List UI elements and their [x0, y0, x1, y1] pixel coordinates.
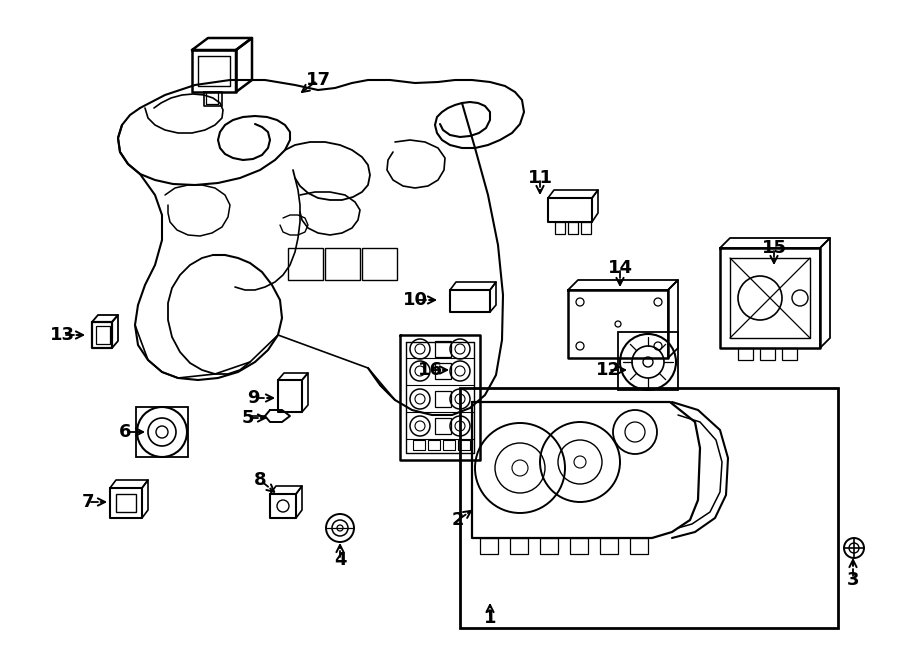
Text: 13: 13: [50, 326, 75, 344]
Bar: [600, 538, 618, 554]
Bar: [458, 440, 470, 450]
Bar: [288, 248, 323, 280]
Bar: [413, 440, 425, 450]
Bar: [510, 538, 528, 554]
Bar: [428, 440, 440, 450]
Bar: [540, 538, 558, 554]
Bar: [116, 494, 136, 512]
Text: 14: 14: [608, 259, 633, 277]
Bar: [435, 363, 451, 379]
Text: 8: 8: [254, 471, 266, 489]
Bar: [568, 222, 578, 234]
Bar: [435, 391, 451, 407]
Bar: [443, 440, 455, 450]
Bar: [480, 538, 498, 554]
Text: 12: 12: [596, 361, 620, 379]
Text: 17: 17: [305, 71, 330, 89]
Bar: [630, 538, 648, 554]
Bar: [435, 418, 451, 434]
Bar: [581, 222, 591, 234]
Bar: [435, 341, 451, 357]
Bar: [782, 348, 797, 360]
Bar: [460, 388, 838, 628]
Text: 11: 11: [527, 169, 553, 187]
Text: 1: 1: [484, 609, 496, 627]
Bar: [325, 248, 360, 280]
Text: 10: 10: [402, 291, 428, 309]
Bar: [555, 222, 565, 234]
Text: 6: 6: [119, 423, 131, 441]
Bar: [96, 326, 110, 344]
Bar: [362, 248, 397, 280]
Text: 2: 2: [452, 511, 464, 529]
Bar: [136, 407, 188, 457]
Bar: [760, 348, 775, 360]
Text: 5: 5: [242, 409, 254, 427]
Bar: [570, 538, 588, 554]
Bar: [738, 348, 753, 360]
Bar: [618, 332, 678, 390]
Text: 16: 16: [418, 361, 443, 379]
Text: 9: 9: [247, 389, 259, 407]
Text: 7: 7: [82, 493, 94, 511]
Text: 4: 4: [334, 551, 346, 569]
Text: 3: 3: [847, 571, 860, 589]
Text: 15: 15: [761, 239, 787, 257]
